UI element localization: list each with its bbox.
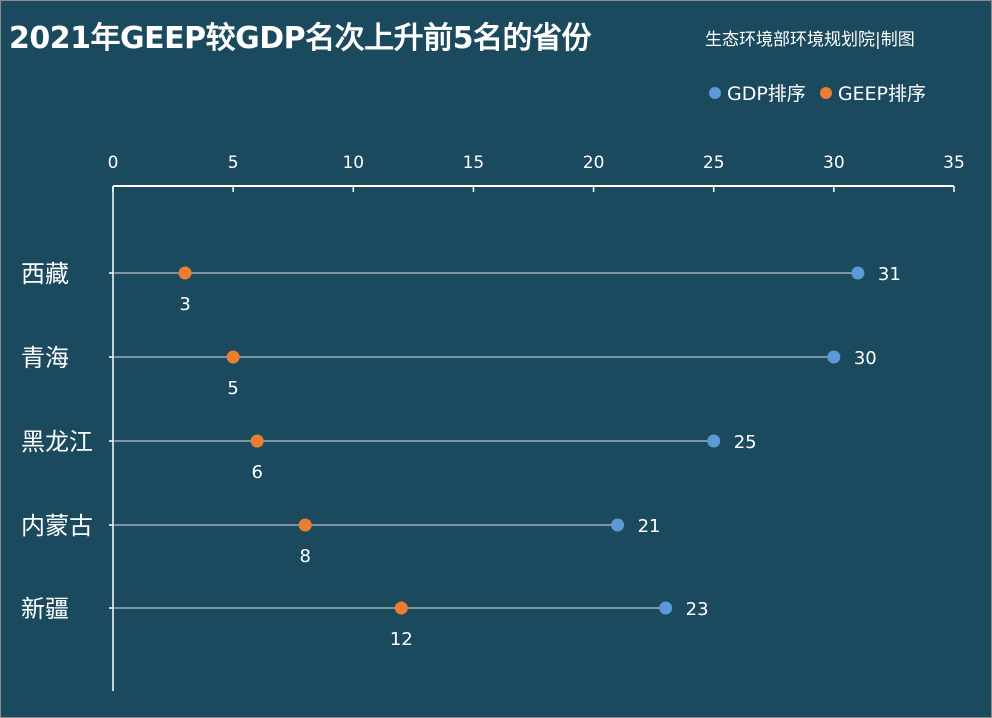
x-tick-label: 20: [583, 153, 605, 173]
chart-title: 2021年GEEP较GDP名次上升前5名的省份: [9, 21, 591, 56]
legend-marker-gdp: [709, 86, 721, 99]
gdp-point: [827, 350, 841, 364]
x-tick-label: 35: [943, 153, 965, 173]
x-tick-label: 25: [703, 153, 725, 173]
gdp-data-label: 31: [878, 264, 901, 285]
geep-data-label: 8: [300, 546, 311, 567]
geep-point: [250, 434, 264, 448]
geep-data-label: 5: [227, 378, 238, 399]
gdp-point: [611, 518, 625, 532]
geep-data-label: 3: [179, 294, 190, 315]
x-tick-label: 10: [342, 153, 364, 173]
category-label: 新疆: [21, 595, 69, 623]
gdp-point: [851, 266, 865, 280]
legend-item-geep: GEEP排序: [819, 79, 927, 106]
geep-data-label: 12: [390, 629, 413, 650]
legend-marker-geep: [819, 86, 832, 99]
x-tick-label: 5: [228, 153, 239, 173]
geep-point: [226, 350, 240, 364]
gdp-data-label: 21: [638, 516, 661, 537]
x-tick-label: 15: [463, 153, 485, 173]
geep-point: [394, 601, 408, 615]
category-label: 黑龙江: [21, 428, 93, 456]
x-tick-label: 0: [108, 153, 119, 173]
gdp-point: [659, 601, 673, 615]
category-label: 内蒙古: [21, 512, 93, 540]
gdp-data-label: 30: [854, 348, 877, 369]
legend-label-gdp: GDP排序: [727, 83, 806, 105]
x-tick-label: 30: [823, 153, 845, 173]
category-label: 西藏: [21, 260, 69, 288]
geep-point: [298, 518, 312, 532]
chart-credit: 生态环境部环境规划院|制图: [705, 30, 915, 50]
geep-data-label: 6: [251, 462, 262, 483]
category-label: 青海: [21, 344, 69, 372]
legend-label-geep: GEEP排序: [837, 83, 927, 105]
gdp-data-label: 23: [686, 599, 709, 620]
gdp-data-label: 25: [734, 432, 757, 453]
chart-legend: GDP排序 GEEP排序: [709, 79, 926, 106]
geep-point: [178, 266, 192, 280]
gdp-point: [707, 434, 721, 448]
legend-item-gdp: GDP排序: [709, 79, 806, 106]
